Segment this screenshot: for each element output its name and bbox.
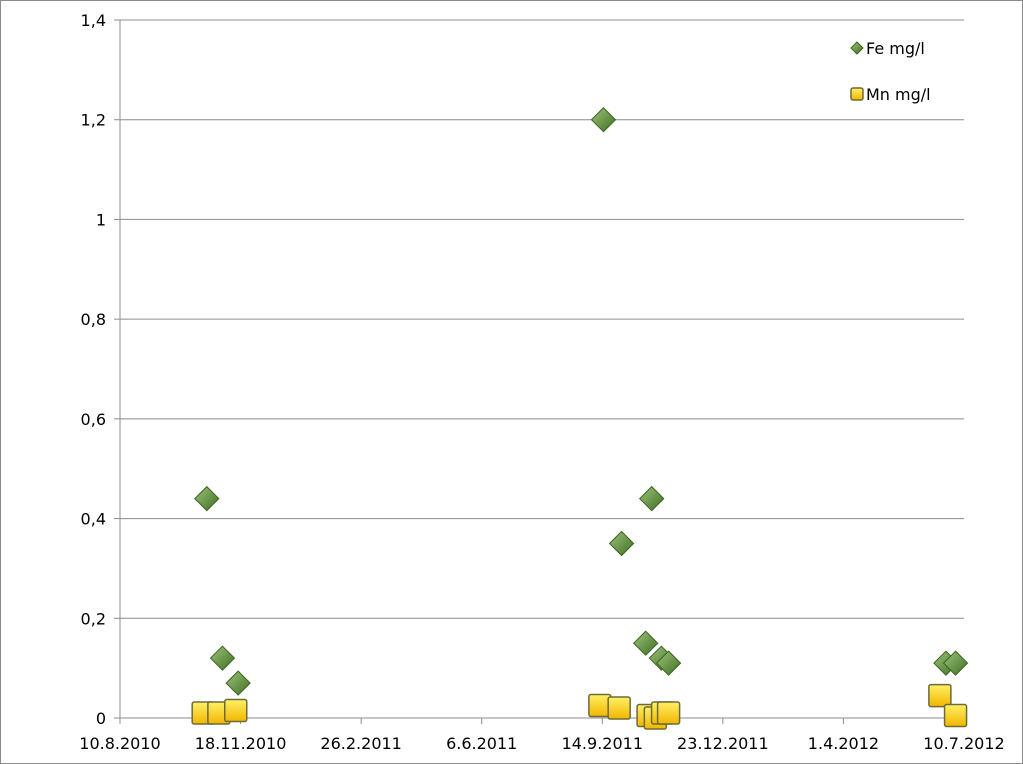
x-tick-label: 10.8.2010 [79, 734, 160, 753]
fe-data-point [209, 645, 236, 671]
legend-label: Mn mg/l [866, 85, 931, 104]
fe-data-point [655, 650, 682, 676]
legend: Fe mg/l Mn mg/l [850, 39, 931, 104]
mn-data-point [943, 703, 968, 728]
x-tick-labels: 10.8.2010 18.11.2010 26.2.2011 6.6.2011 14.9… [79, 734, 1004, 753]
fe-data-point [942, 650, 969, 676]
y-tick-label: 1 [96, 210, 106, 229]
fe-data-point [590, 107, 617, 133]
y-tick-label: 0,2 [81, 609, 106, 628]
x-tick-label: 14.9.2011 [562, 734, 643, 753]
fe-data-point [608, 530, 635, 557]
fe-data-point [632, 630, 659, 656]
mn-data-point [656, 701, 681, 725]
fe-data-point [225, 670, 251, 696]
legend-fe-marker [850, 41, 864, 55]
x-tick-label: 26.2.2011 [320, 734, 401, 753]
x-tick-label: 1.4.2012 [808, 734, 879, 753]
fe-data-point [639, 485, 665, 512]
fe-data-point [194, 485, 220, 512]
x-tick-label: 18.11.2010 [195, 734, 287, 753]
mn-data-point [223, 698, 248, 723]
y-tick-label: 1,2 [81, 111, 106, 130]
mn-data-point [928, 683, 952, 708]
x-tick-label: 6.6.2011 [446, 734, 517, 753]
y-tick-label: 0,6 [81, 410, 106, 429]
data-marks [191, 107, 969, 730]
legend-label: Fe mg/l [866, 39, 925, 58]
y-tick-label: 0,4 [81, 510, 106, 529]
gridlines [120, 19, 964, 619]
y-tick-labels: 0 0,2 0,4 0,6 0,8 1 1,2 1,4 [81, 11, 106, 728]
y-tick-label: 1,4 [81, 11, 106, 30]
x-tick-label: 10.7.2012 [923, 734, 1004, 753]
x-tick-label: 23.12.2011 [677, 734, 769, 753]
y-tick-label: 0,8 [81, 310, 106, 329]
mn-data-point [607, 696, 631, 720]
legend-mn-marker [850, 87, 864, 101]
y-tick-label: 0 [96, 709, 106, 728]
